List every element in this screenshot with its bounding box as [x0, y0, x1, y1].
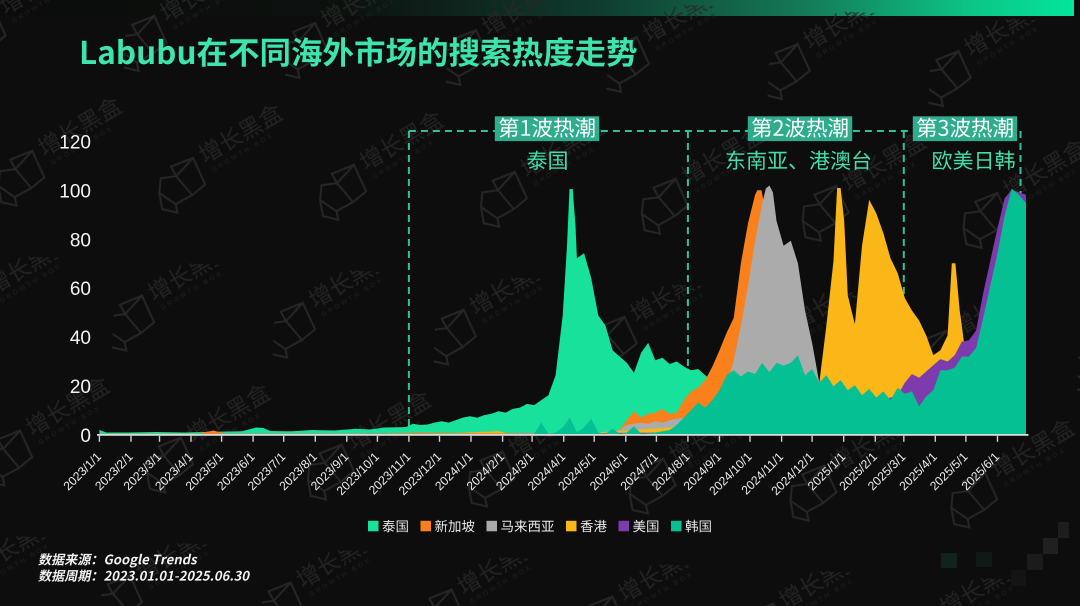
svg-text:60: 60	[70, 279, 91, 300]
svg-text:80: 80	[70, 230, 91, 251]
svg-text:100: 100	[59, 181, 91, 202]
svg-text:40: 40	[70, 328, 91, 349]
svg-text:0: 0	[80, 426, 91, 447]
svg-text:20: 20	[70, 377, 91, 398]
svg-text:120: 120	[59, 133, 91, 154]
